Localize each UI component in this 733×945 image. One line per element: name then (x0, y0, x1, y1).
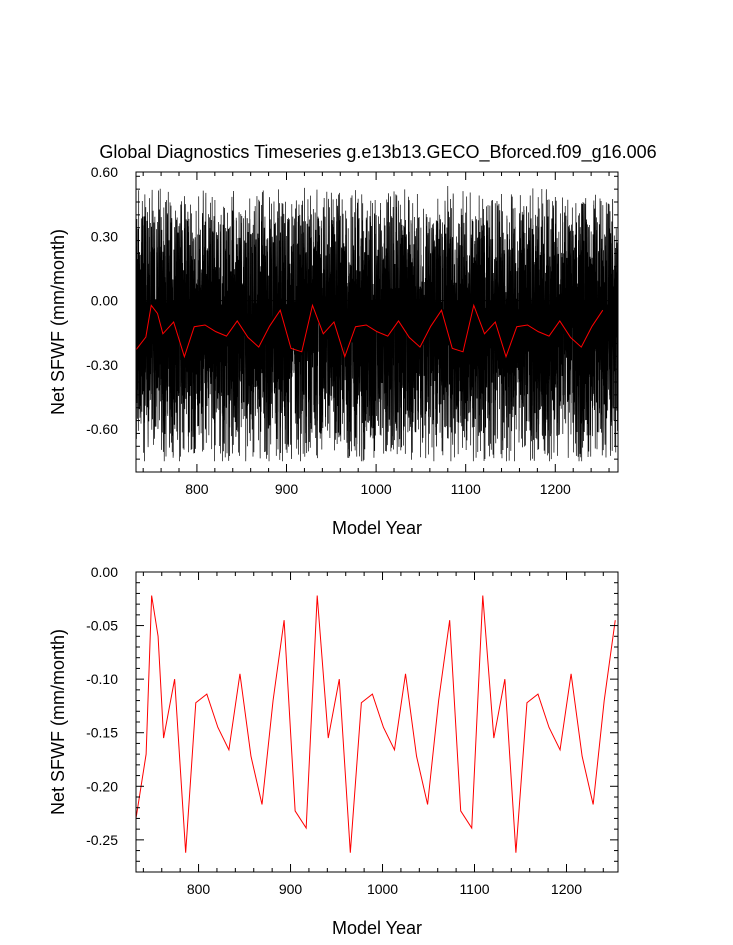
y-tick-label: 0.00 (91, 564, 118, 580)
x-tick-label: 1000 (367, 881, 398, 897)
x-tick-label: 900 (279, 881, 303, 897)
annual-mean-line (136, 303, 604, 359)
x-tick-label: 1100 (451, 481, 481, 497)
y-tick-label: -0.25 (86, 832, 118, 848)
y-tick-label: -0.30 (86, 357, 118, 373)
chart-title: Global Diagnostics Timeseries g.e13b13.G… (99, 142, 656, 163)
x-tick-label: 800 (185, 481, 209, 497)
bottom-panel: 800 900 1000 1100 1200 0.00 -0.05 -0.10 -0.15 -0.… (48, 564, 619, 938)
y-tick-label: -0.05 (86, 618, 118, 634)
plot-frame (135, 571, 619, 873)
x-axis-label: Model Year (332, 518, 422, 538)
x-tick-label: 1100 (459, 881, 489, 897)
y-tick-label: -0.15 (86, 725, 118, 741)
y-tick-label: -0.10 (86, 671, 118, 687)
y-tick-label: 0.30 (91, 228, 118, 244)
y-axis-label: Net SFWF (mm/month) (48, 229, 68, 415)
y-tick-label: -0.60 (86, 421, 118, 437)
y-tick-label: 0.60 (91, 164, 118, 180)
y-tick-label: 0.00 (91, 293, 118, 309)
annual-mean-line (136, 595, 616, 853)
top-panel: 800 900 1000 1100 1200 0.60 0.30 0.00 -0.30 -0.60… (48, 164, 619, 538)
x-tick-label: 1000 (361, 481, 392, 497)
plot-frame (135, 171, 619, 473)
x-tick-label: 800 (187, 881, 211, 897)
x-axis-label: Model Year (332, 918, 422, 938)
x-tick-label: 1200 (540, 481, 571, 497)
x-tick-label: 1200 (551, 881, 582, 897)
monthly-series-line (136, 186, 618, 462)
y-tick-label: -0.20 (86, 778, 118, 794)
x-tick-label: 900 (275, 481, 299, 497)
y-axis-label: Net SFWF (mm/month) (48, 629, 68, 815)
